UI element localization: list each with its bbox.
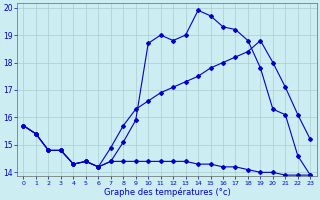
X-axis label: Graphe des températures (°c): Graphe des températures (°c)	[104, 187, 230, 197]
